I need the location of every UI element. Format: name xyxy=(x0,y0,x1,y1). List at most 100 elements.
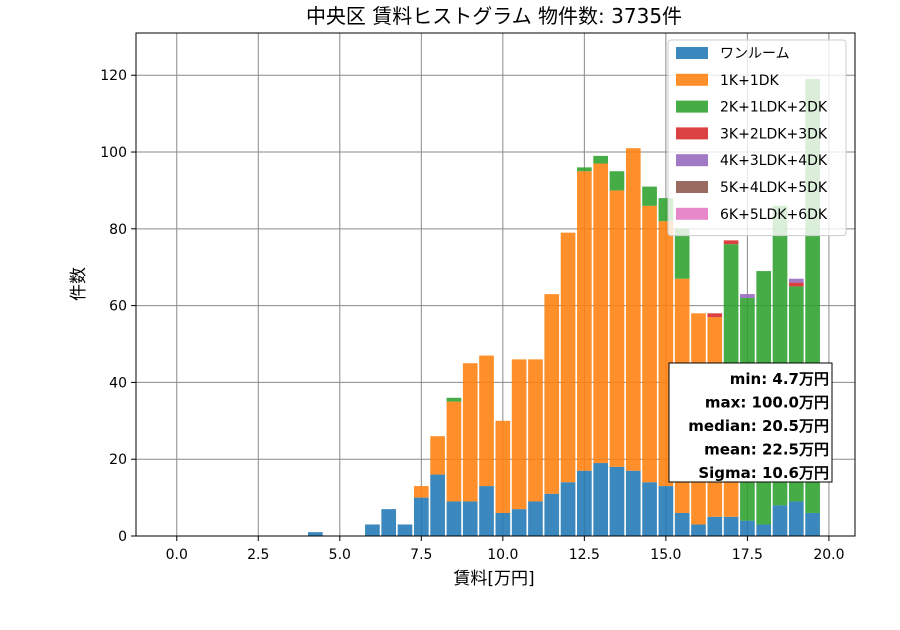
bar-segment xyxy=(740,520,755,536)
stats-box: min: 4.7万円 max: 100.0万円 median: 20.5万円 mean… xyxy=(668,362,833,483)
legend-swatch xyxy=(676,47,708,59)
bar-segment xyxy=(625,470,641,536)
bar-segment xyxy=(609,171,625,191)
bar-segment xyxy=(462,363,478,502)
bar-segment xyxy=(511,509,527,536)
bar-segment xyxy=(674,512,690,536)
legend-label: 2K+1LDK+2DK xyxy=(720,100,828,116)
bar-segment xyxy=(642,482,657,536)
bar-segment xyxy=(625,148,641,471)
legend-swatch xyxy=(676,154,708,167)
bar-segment xyxy=(658,486,674,536)
bar-segment xyxy=(430,436,445,475)
legend-label: 4K+3LDK+4DK xyxy=(720,153,828,169)
bar-segment xyxy=(642,205,657,483)
x-tick-label: 12.5 xyxy=(569,547,600,563)
bar-segment xyxy=(788,501,804,536)
bar-segment xyxy=(756,524,772,536)
y-axis-title: 件数 xyxy=(69,267,89,301)
stats-line: max: 100.0万円 xyxy=(705,394,829,412)
bar-segment xyxy=(723,244,739,379)
bar-segment xyxy=(577,171,592,471)
bar-segment xyxy=(528,359,543,502)
bar-segment xyxy=(609,466,625,536)
bar-segment xyxy=(495,512,511,536)
legend-swatch xyxy=(676,73,708,86)
legend-swatch xyxy=(676,127,708,140)
bar-segment xyxy=(413,497,429,536)
x-tick-label: 0.0 xyxy=(166,547,188,563)
x-tick-label: 20.0 xyxy=(813,547,844,563)
bar-segment xyxy=(446,397,462,402)
legend-label: 1K+1DK xyxy=(720,73,780,89)
legend-label: 3K+2LDK+3DK xyxy=(720,126,828,142)
bar-segment xyxy=(577,470,592,536)
bar-segment xyxy=(723,240,739,245)
bar-segment xyxy=(788,282,804,287)
legend: ワンルーム 1K+1DK 2K+1LDK+2DK 3K+2LDK+3DK 4K+3LDK… xyxy=(667,39,847,237)
bar-segment xyxy=(495,420,511,513)
x-tick-label: 10.0 xyxy=(487,547,518,563)
y-tick-label: 0 xyxy=(118,529,127,545)
legend-label: 5K+4LDK+5DK xyxy=(720,180,828,196)
chart-title: 中央区 賃料ヒストグラム 物件数: 3735件 xyxy=(306,4,682,28)
bar-segment xyxy=(446,401,462,502)
y-tick-label: 80 xyxy=(109,222,127,238)
bar-segment xyxy=(593,163,608,464)
y-tick-label: 100 xyxy=(100,145,127,161)
bar-segment xyxy=(479,486,494,536)
bar-segment xyxy=(609,190,625,467)
bar-segment xyxy=(707,313,723,318)
legend-label: 6K+5LDK+6DK xyxy=(720,207,828,223)
stats-line: median: 20.5万円 xyxy=(688,417,829,435)
bar-segment xyxy=(723,516,739,536)
bar-segment xyxy=(593,155,608,164)
bar-segment xyxy=(544,294,560,494)
bar-segment xyxy=(365,524,380,536)
stats-line: min: 4.7万円 xyxy=(730,370,829,388)
legend-swatch xyxy=(676,100,708,113)
bar-segment xyxy=(446,501,462,536)
x-tick-label: 7.5 xyxy=(410,547,432,563)
y-axis-ticks: 0 20 40 60 80 100 120 xyxy=(100,68,136,545)
bar-segment xyxy=(479,355,494,487)
y-tick-label: 60 xyxy=(109,299,127,315)
y-tick-label: 20 xyxy=(109,452,127,468)
bar-segment xyxy=(511,359,527,510)
stats-line: mean: 22.5万円 xyxy=(704,441,829,459)
bar-segment xyxy=(308,532,323,536)
x-axis-title: 賃料[万円] xyxy=(453,569,534,589)
bar-segment xyxy=(560,232,576,483)
bar-segment xyxy=(413,486,429,498)
x-tick-label: 5.0 xyxy=(329,547,351,563)
bar-segment xyxy=(691,524,706,536)
bar-segment xyxy=(577,167,592,172)
stats-box-frame xyxy=(668,362,833,483)
legend-frame xyxy=(667,39,847,237)
legend-swatch xyxy=(676,207,708,220)
legend-swatch xyxy=(676,181,708,193)
bar-segment xyxy=(805,512,820,536)
bar-segment xyxy=(462,501,478,536)
x-tick-label: 15.0 xyxy=(650,547,681,563)
bar-segment xyxy=(788,278,804,283)
legend-label: ワンルーム xyxy=(720,46,790,62)
bar-segment xyxy=(707,516,723,536)
y-tick-label: 120 xyxy=(100,68,127,84)
x-tick-label: 2.5 xyxy=(247,547,269,563)
bar-segment xyxy=(642,186,657,206)
bar-segment xyxy=(430,474,445,536)
bar-segment xyxy=(381,509,397,536)
stats-line: Sigma: 10.6万円 xyxy=(698,464,829,482)
bar-segment xyxy=(593,463,608,536)
x-tick-label: 17.5 xyxy=(732,547,763,563)
bar-segment xyxy=(397,524,413,536)
bar-segment xyxy=(560,482,576,536)
plot-frame xyxy=(135,32,856,537)
bar-segment xyxy=(772,505,788,536)
bar-segment xyxy=(674,228,690,279)
x-axis-ticks: 0.0 2.5 5.0 7.5 10.0 12.5 15.0 17.5 20.0 xyxy=(166,536,844,563)
bar-segment xyxy=(544,493,560,536)
y-tick-label: 40 xyxy=(109,375,127,391)
